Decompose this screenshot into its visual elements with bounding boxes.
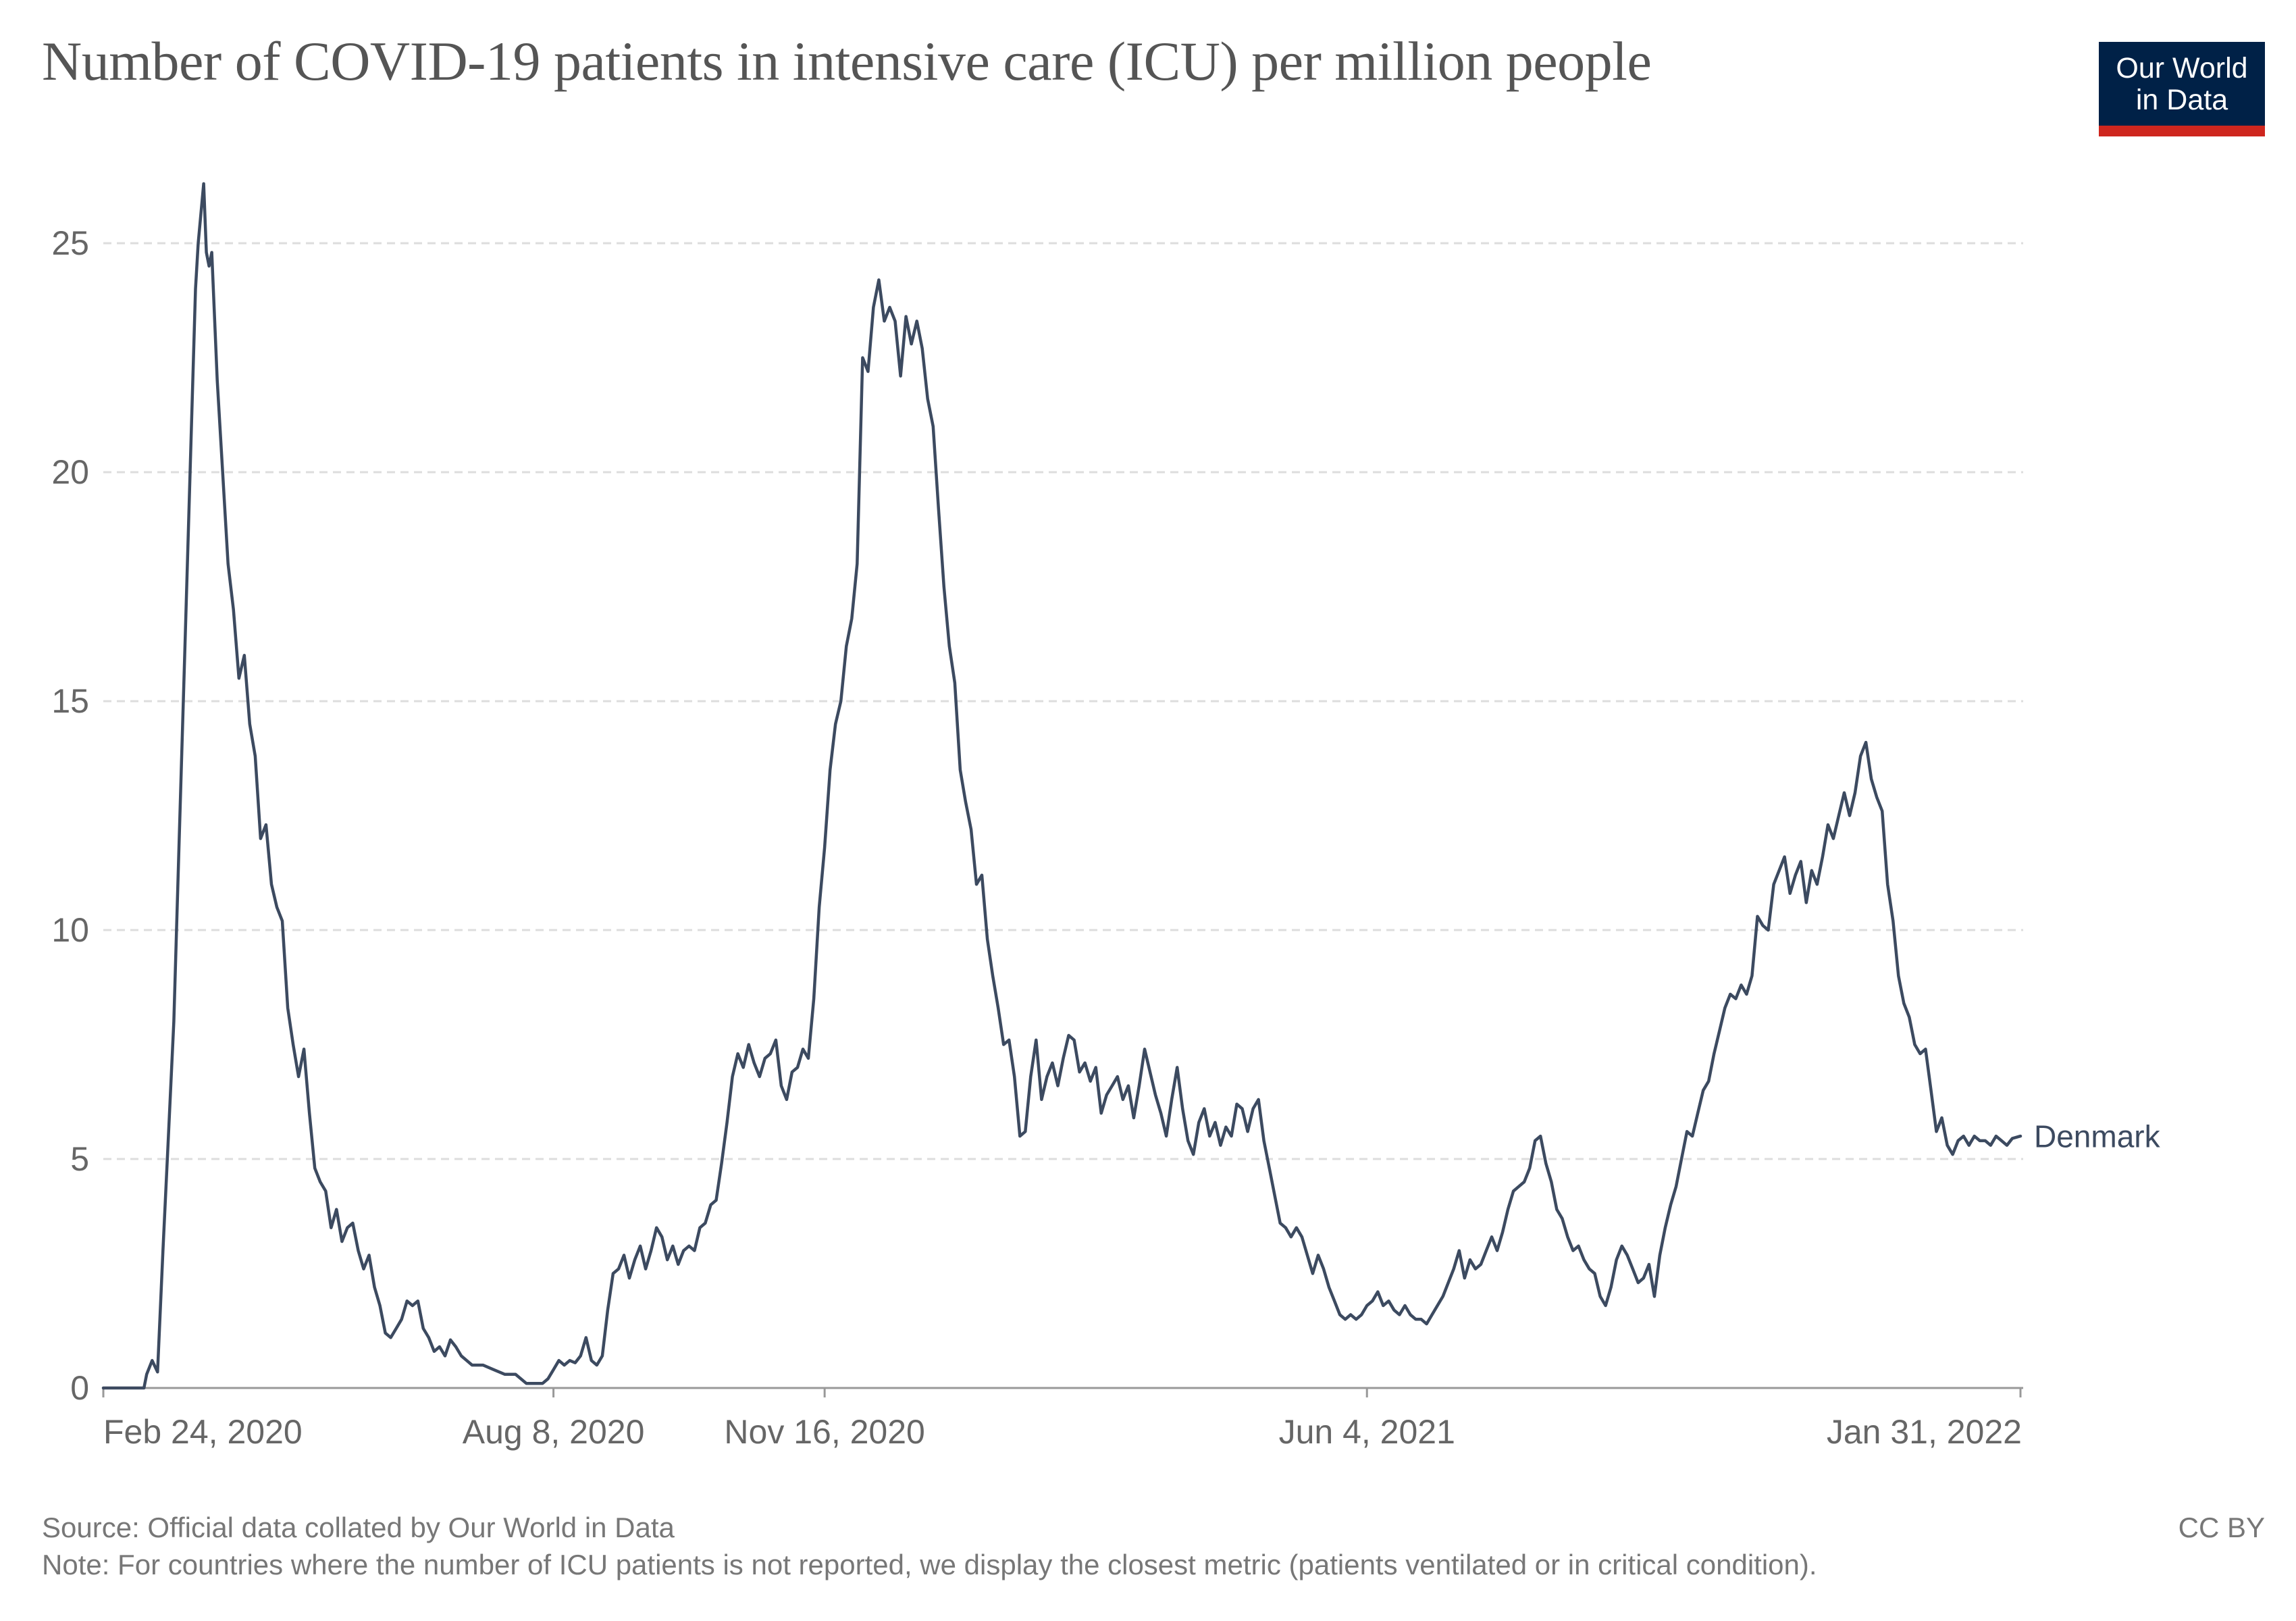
logo-accent-bar xyxy=(2099,126,2265,136)
y-tick-label: 25 xyxy=(51,224,89,262)
license-link[interactable]: CC BY xyxy=(2178,1512,2265,1543)
x-tick-label: Jan 31, 2022 xyxy=(1827,1413,2022,1451)
y-tick-label: 20 xyxy=(51,453,89,491)
y-tick-label: 15 xyxy=(51,682,89,720)
footnote: Note: For countries where the number of … xyxy=(42,1549,1817,1580)
axis-layer: 0 5 10 15 20 25 Feb 24, 2020 Aug 8, 2020 Nov 16,… xyxy=(51,224,2023,1451)
series-line-denmark[interactable] xyxy=(101,182,2023,1390)
y-tick-label: 5 xyxy=(70,1140,89,1178)
x-tick-label: Jun 4, 2021 xyxy=(1279,1413,1455,1451)
logo-text-line2: in Data xyxy=(2135,84,2228,116)
x-tick-label: Aug 8, 2020 xyxy=(463,1413,645,1451)
grid-layer xyxy=(103,242,2023,1160)
x-tick-label: Feb 24, 2020 xyxy=(103,1413,303,1451)
logo-text-line1: Our World xyxy=(2116,52,2248,84)
owid-logo[interactable]: Our World in Data xyxy=(2099,42,2265,136)
chart-title: Number of COVID-19 patients in intensive… xyxy=(42,30,1652,92)
series-label-denmark[interactable]: Denmark xyxy=(2034,1118,2161,1154)
x-tick-label: Nov 16, 2020 xyxy=(724,1413,924,1451)
source-note: Source: Official data collated by Our Wo… xyxy=(42,1512,675,1543)
label-layer: Denmark xyxy=(2034,1118,2161,1154)
y-tick-label: 10 xyxy=(51,911,89,949)
series-layer xyxy=(101,182,2023,1390)
y-tick-label: 0 xyxy=(70,1369,89,1407)
